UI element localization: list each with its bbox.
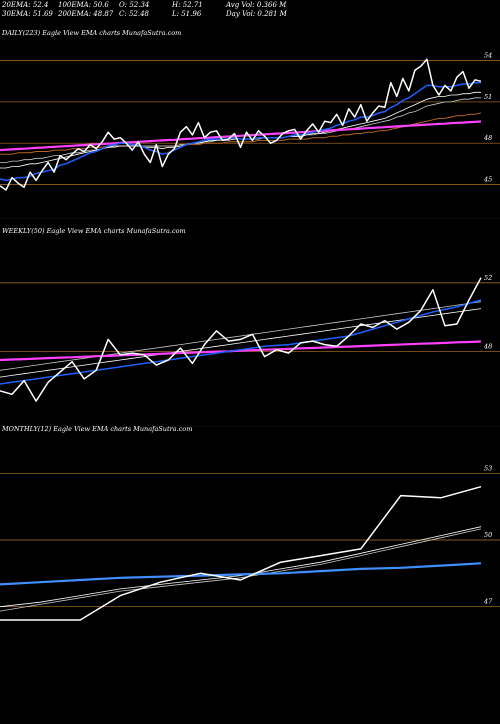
- monthly-chart-panel: MONTHLY(12) Eagle View EMA charts Munafa…: [0, 425, 500, 621]
- weekly-series-ema-trend: [0, 340, 482, 362]
- weekly-y-tick-48: 48: [483, 342, 492, 350]
- daily-y-tick-45: 45: [483, 175, 492, 183]
- daily-y-tick-51: 51: [484, 93, 492, 101]
- header-o: O: 52.34: [119, 1, 149, 9]
- daily-series-ema-trend: [0, 120, 482, 152]
- daily-y-tick-54: 54: [484, 52, 492, 60]
- daily-y-tick-48: 48: [483, 134, 492, 142]
- monthly-series-ema-mid2: [0, 528, 482, 612]
- header-30ema: 30EMA: 51.69: [2, 10, 53, 18]
- monthly-y-tick-50: 50: [484, 531, 492, 539]
- header-100ema: 100EMA: 50.6: [58, 1, 109, 9]
- header-dayvol: Day Vol: 0.281 M: [225, 10, 288, 18]
- weekly-series-ema-mid2: [0, 301, 482, 371]
- monthly-y-tick-53: 53: [484, 464, 492, 472]
- monthly-y-tick-47: 47: [483, 598, 493, 606]
- daily-series-price: [0, 58, 482, 191]
- monthly-series-ema-mid: [0, 526, 482, 608]
- weekly-chart-panel: WEEKLY(50) Eagle View EMA charts MunafaS…: [0, 227, 500, 427]
- header-c: C: 52.48: [119, 10, 150, 18]
- header-avgvol: Avg Vol: 0.366 M: [225, 1, 287, 9]
- daily-chart-title: DAILY(223) Eagle View EMA charts MunafaS…: [1, 29, 181, 37]
- monthly-series-price: [0, 485, 482, 621]
- chart-panels: DAILY(223) Eagle View EMA charts MunafaS…: [0, 29, 500, 621]
- weekly-y-tick-52: 52: [484, 274, 492, 282]
- header-h: H: 52.71: [171, 1, 203, 9]
- indicator-header: 20EMA: 52.4 100EMA: 50.6 O: 52.34 H: 52.71 A…: [1, 1, 288, 18]
- header-20ema: 20EMA: 52.4: [1, 1, 48, 9]
- monthly-chart-title: MONTHLY(12) Eagle View EMA charts Munafa…: [1, 425, 192, 433]
- weekly-chart-title: WEEKLY(50) Eagle View EMA charts MunafaS…: [2, 227, 186, 235]
- weekly-series-price: [0, 277, 482, 402]
- header-l: L: 51.96: [171, 10, 202, 18]
- daily-chart-panel: DAILY(223) Eagle View EMA charts MunafaS…: [0, 29, 500, 219]
- weekly-series-ema-mid: [0, 308, 482, 378]
- header-200ema: 200EMA: 48.87: [57, 10, 114, 18]
- daily-series-ema-short: [0, 81, 481, 182]
- monthly-series-ema-short: [0, 562, 482, 586]
